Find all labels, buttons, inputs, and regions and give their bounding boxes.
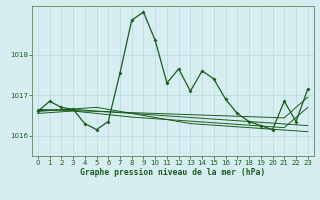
X-axis label: Graphe pression niveau de la mer (hPa): Graphe pression niveau de la mer (hPa)	[80, 168, 265, 177]
